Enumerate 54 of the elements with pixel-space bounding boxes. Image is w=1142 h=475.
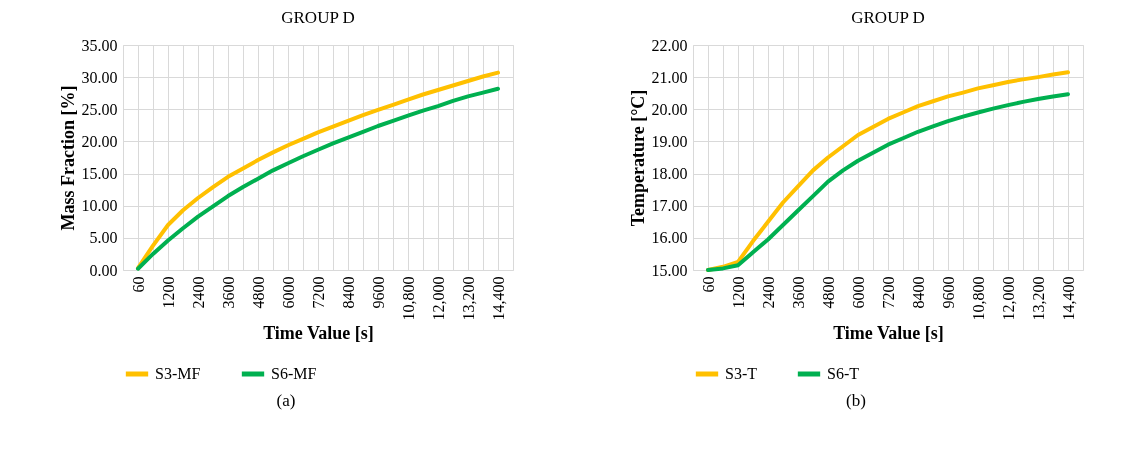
x-tick-label: 7200 <box>309 276 327 309</box>
x-tick-label: 6000 <box>849 276 867 309</box>
text: (b) <box>846 391 866 411</box>
legend-label: S6-T <box>827 365 860 382</box>
x-tick-label: 6000 <box>279 276 297 309</box>
x-tick-label: 60 <box>129 276 147 293</box>
x-axis-title: Time Value [s] <box>263 322 374 343</box>
y-tick-label: 20.00 <box>81 132 118 150</box>
x-tick-label: 9600 <box>369 276 387 309</box>
x-tick-label: 4800 <box>819 276 837 309</box>
x-tick-label: 9600 <box>939 276 957 309</box>
legend-label: S3-T <box>725 365 758 382</box>
y-tick-label: 16.00 <box>651 229 688 247</box>
x-tick-label: 12,000 <box>429 276 447 321</box>
y-axis-title: Mass Fraction [%] <box>57 85 78 231</box>
y-tick-label: 25.00 <box>81 100 118 118</box>
y-tick-label: 10.00 <box>81 197 118 215</box>
x-tick-label: 3600 <box>789 276 807 309</box>
text: (a) <box>276 391 296 411</box>
x-tick-label: 8400 <box>339 276 357 309</box>
x-tick-label: 8400 <box>909 276 927 309</box>
x-tick-label: 13,200 <box>1029 276 1047 321</box>
x-tick-label: 3600 <box>219 276 237 309</box>
y-tick-label: 15.00 <box>651 261 688 279</box>
x-tick-label: 2400 <box>759 276 777 309</box>
x-tick-label: 14,400 <box>489 276 507 321</box>
x-tick-label: 13,200 <box>459 276 477 321</box>
y-tick-label: 35.00 <box>81 36 118 54</box>
x-tick-label: 60 <box>699 276 717 293</box>
x-tick-label: 10,800 <box>969 276 987 321</box>
y-tick-label: 5.00 <box>89 229 118 247</box>
y-tick-label: 19.00 <box>651 132 688 150</box>
y-axis-title: Temperature [°C] <box>627 89 648 227</box>
x-tick-label: 7200 <box>879 276 897 309</box>
legend-label: S6-MF <box>271 365 317 382</box>
y-tick-label: 30.00 <box>81 68 118 86</box>
y-tick-label: 15.00 <box>81 165 118 183</box>
y-tick-label: 18.00 <box>651 165 688 183</box>
x-tick-label: 10,800 <box>399 276 417 321</box>
y-tick-label: 20.00 <box>651 100 688 118</box>
x-axis-title: Time Value [s] <box>833 322 944 343</box>
x-tick-label: 14,400 <box>1059 276 1077 321</box>
y-tick-label: 17.00 <box>651 197 688 215</box>
x-tick-label: 1200 <box>729 276 747 309</box>
x-tick-label: 12,000 <box>999 276 1017 321</box>
chart-title: GROUP D <box>851 8 925 27</box>
x-tick-label: 2400 <box>189 276 207 309</box>
chart-title: GROUP D <box>281 8 355 27</box>
legend-label: S3-MF <box>155 365 201 382</box>
y-tick-label: 0.00 <box>89 261 118 279</box>
y-tick-label: 21.00 <box>651 68 688 86</box>
x-tick-label: 4800 <box>249 276 267 309</box>
y-tick-label: 22.00 <box>651 36 688 54</box>
x-tick-label: 1200 <box>159 276 177 309</box>
